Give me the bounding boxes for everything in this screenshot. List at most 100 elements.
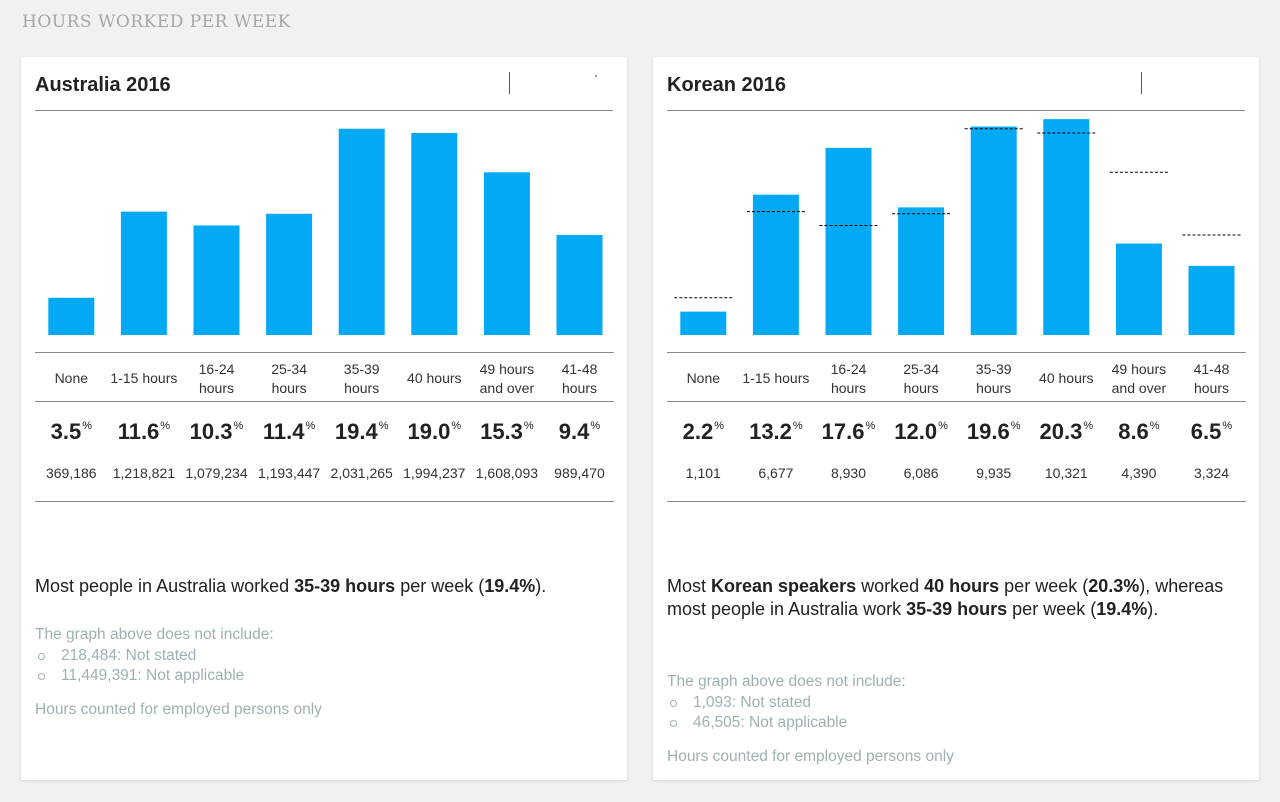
category-labels-row: None 1-15 hours 16-24 hours 25-34 hours 35-39 h… <box>35 352 614 402</box>
bar-49-hours-and-over <box>1115 243 1162 335</box>
note-item: 11,449,391: Not applicable <box>35 666 322 687</box>
divider-mark <box>509 72 510 94</box>
note-intro: The graph above does not include: <box>667 673 906 690</box>
percent-label: 10.3% <box>189 419 244 444</box>
bar-none <box>48 297 95 335</box>
count-label: 3,324 <box>1193 465 1229 481</box>
korean-card: Korean 2016 None 1-15 hours 16-24 hours 25-3… <box>653 57 1259 780</box>
percent-label: 15.3% <box>480 419 534 444</box>
bar-1-15-hours <box>752 194 799 335</box>
percent-label: 19.4% <box>334 419 389 444</box>
category-label: 1-15 hours <box>742 370 810 386</box>
divider-dot <box>595 75 597 77</box>
bullet-icon <box>38 673 45 680</box>
note-footer: Hours counted for employed persons only <box>667 747 954 765</box>
percent-label: 12.0% <box>894 419 948 444</box>
category-label: 49 hours and over <box>479 361 535 396</box>
count-label: 1,193,447 <box>257 465 321 481</box>
bar-40-hours <box>1043 119 1090 335</box>
percent-label: 17.6% <box>821 419 876 444</box>
values-row: 2.2% 1,101 13.2% 6,677 17.6% 8,930 12.0% 6,086 1… <box>667 401 1246 502</box>
category-label: 25-34 hours <box>271 361 307 396</box>
chart-svg <box>674 119 1241 335</box>
count-label: 6,086 <box>903 465 939 481</box>
bar-35-39-hours <box>970 126 1017 335</box>
bar-16-24-hours <box>193 225 240 335</box>
card-header: Australia 2016 <box>35 57 613 111</box>
card-title: Australia 2016 <box>35 74 171 96</box>
percent-label: 6.5% <box>1190 419 1233 444</box>
count-label: 1,079,234 <box>185 465 248 481</box>
note-item: 218,484: Not stated <box>35 646 322 667</box>
values-row: 3.5% 369,186 11.6% 1,218,821 10.3% 1,079,234 1… <box>35 401 614 502</box>
bar-25-34-hours <box>266 213 313 335</box>
percent-label: 3.5% <box>50 419 92 444</box>
australia-card: Australia 2016 None 1-15 hours 16-24 hours 2… <box>21 57 627 780</box>
bar-none <box>680 311 727 335</box>
category-label: 35-39 hours <box>975 361 1012 396</box>
category-label: 41-48 hours <box>561 361 598 396</box>
percent-label: 20.3% <box>1039 419 1094 444</box>
category-label: 40 hours <box>407 370 462 386</box>
note-footer: Hours counted for employed persons only <box>35 700 322 718</box>
bar-41-48-hours <box>556 235 603 335</box>
bar-41-48-hours <box>1188 265 1235 335</box>
chart-svg <box>48 128 603 335</box>
note-item: 1,093: Not stated <box>667 693 954 714</box>
count-label: 4,390 <box>1121 465 1157 481</box>
category-label: 16-24 hours <box>830 361 867 396</box>
percent-label: 8.6% <box>1118 419 1160 444</box>
count-label: 1,608,093 <box>475 465 539 481</box>
bar-35-39-hours <box>338 128 385 335</box>
exclusions-note: The graph above does not include: 218,48… <box>35 625 322 720</box>
category-label: 25-34 hours <box>903 361 939 396</box>
bar-1-15-hours <box>120 211 167 335</box>
note-intro: The graph above does not include: <box>35 626 274 643</box>
bullet-icon <box>670 720 677 727</box>
divider-mark <box>1141 72 1142 94</box>
percent-label: 13.2% <box>749 419 803 444</box>
summary-text: Most people in Australia worked 35-39 ho… <box>35 576 547 596</box>
count-label: 1,994,237 <box>403 465 466 481</box>
bar-chart <box>667 111 1246 352</box>
category-label: 49 hours and over <box>1111 361 1167 396</box>
bullet-icon <box>670 699 677 707</box>
section-title: HOURS WORKED PER WEEK <box>22 12 291 32</box>
category-labels-row: None 1-15 hours 16-24 hours 25-34 hours 35-39 h… <box>667 352 1246 402</box>
summary-text: Most Korean speakers worked 40 hours per… <box>667 576 1224 619</box>
bar-49-hours-and-over <box>483 172 530 335</box>
count-label: 6,677 <box>758 465 794 481</box>
count-label: 2,031,265 <box>330 465 393 481</box>
category-label: 1-15 hours <box>110 370 178 386</box>
category-label: None <box>686 370 721 386</box>
percent-label: 2.2% <box>682 419 724 444</box>
percent-label: 11.6% <box>117 419 171 444</box>
bar-40-hours <box>411 132 458 335</box>
count-label: 1,101 <box>685 465 721 481</box>
note-list: 1,093: Not stated 46,505: Not applicable <box>667 693 954 734</box>
bullet-icon <box>38 652 45 660</box>
category-label: 35-39 hours <box>343 361 380 396</box>
count-label: 8,930 <box>830 465 866 481</box>
count-label: 1,218,821 <box>112 465 176 481</box>
exclusions-note: The graph above does not include: 1,093:… <box>667 672 954 767</box>
count-label: 10,321 <box>1044 465 1088 481</box>
category-label: 16-24 hours <box>198 361 235 396</box>
count-label: 9,935 <box>976 465 1012 481</box>
percent-label: 19.6% <box>966 419 1021 444</box>
percent-label: 19.0% <box>407 419 462 444</box>
card-header: Korean 2016 <box>667 57 1245 111</box>
count-label: 369,186 <box>45 465 97 481</box>
category-label: None <box>54 370 89 386</box>
bar-16-24-hours <box>825 147 872 335</box>
bar-chart <box>35 111 614 352</box>
percent-label: 9.4% <box>558 419 601 444</box>
note-list: 218,484: Not stated 11,449,391: Not appl… <box>35 646 322 687</box>
category-label: 40 hours <box>1039 370 1094 386</box>
count-label: 989,470 <box>554 465 605 481</box>
card-title: Korean 2016 <box>667 74 786 96</box>
percent-label: 11.4% <box>262 419 316 444</box>
category-label: 41-48 hours <box>1193 361 1230 396</box>
bar-25-34-hours <box>898 207 945 335</box>
note-item: 46,505: Not applicable <box>667 713 954 734</box>
